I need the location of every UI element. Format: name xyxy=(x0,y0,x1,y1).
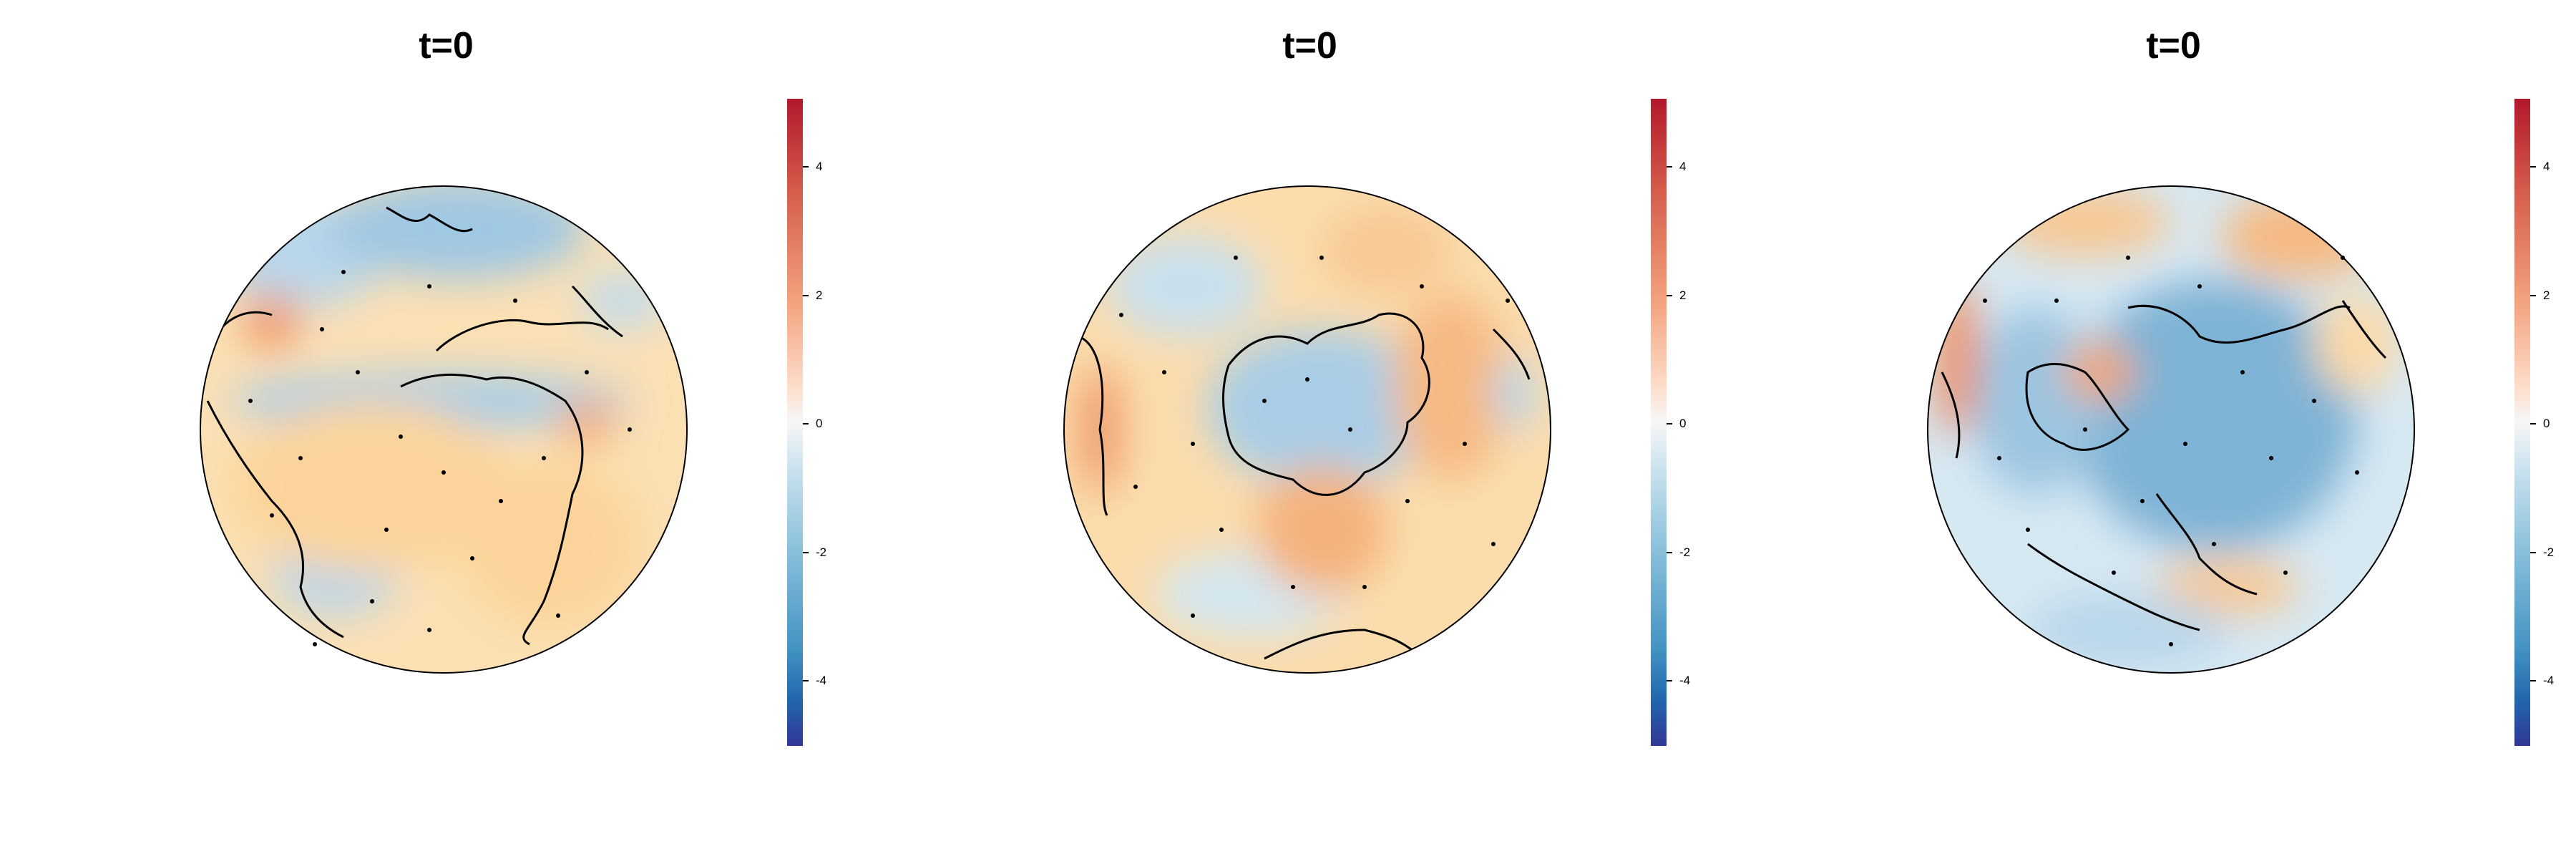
globe-outline xyxy=(1927,185,2415,674)
colorbar-tick-label: 2 xyxy=(2543,288,2550,302)
colorbar-tick xyxy=(1667,680,1672,681)
colorbar-tick-label: 0 xyxy=(1679,417,1687,430)
colorbar xyxy=(1651,99,1667,746)
panel-title: t=0 xyxy=(419,25,474,67)
colorbar-tick xyxy=(803,166,809,168)
colorbar-tick-label: 4 xyxy=(2543,160,2550,173)
colorbar-tick xyxy=(2530,166,2536,168)
colorbar-tick-label: -4 xyxy=(1679,674,1691,687)
colorbar-tick-label: -2 xyxy=(2543,545,2555,559)
colorbar-tick-label: -2 xyxy=(816,545,827,559)
colorbar-tick xyxy=(803,552,809,553)
station-dots xyxy=(248,270,632,646)
colorbar-tick xyxy=(2530,552,2536,553)
colorbar-tick-label: 0 xyxy=(2543,417,2550,430)
globe-map-atlantic xyxy=(200,185,688,674)
colorbar-tick-label: -4 xyxy=(2543,674,2555,687)
colorbar-tick-label: -2 xyxy=(1679,545,1691,559)
colorbar xyxy=(787,99,803,746)
colorbar-tick xyxy=(803,295,809,296)
globe-outline xyxy=(1063,185,1551,674)
colorbar-tick xyxy=(2530,295,2536,296)
coastlines xyxy=(1941,300,2387,631)
colorbar-tick-label: 4 xyxy=(1679,160,1687,173)
colorbar-tick xyxy=(2530,423,2536,424)
station-dots xyxy=(1983,256,2359,646)
map-panel-3: t=0 xyxy=(1727,0,2576,859)
colorbar-tick xyxy=(803,680,809,681)
colorbar-tick-label: 2 xyxy=(1679,288,1687,302)
map-panel-2: t=0 xyxy=(864,0,1722,859)
colorbar-tick-label: 2 xyxy=(816,288,823,302)
colorbar-tick xyxy=(1667,552,1672,553)
colorbar xyxy=(2514,99,2530,746)
map-panel-1: t=0 xyxy=(0,0,859,859)
colorbar-tick xyxy=(2530,680,2536,681)
colorbar-tick xyxy=(1667,166,1672,168)
colorbar-tick-label: 0 xyxy=(816,417,823,430)
panel-title: t=0 xyxy=(1282,25,1337,67)
panel-title: t=0 xyxy=(2146,25,2201,67)
colorbar-tick xyxy=(803,423,809,424)
colorbar-tick-label: -4 xyxy=(816,674,827,687)
station-dots xyxy=(1119,256,1510,618)
colorbar-tick xyxy=(1667,295,1672,296)
globe-outline xyxy=(200,185,688,674)
anomaly-field xyxy=(215,186,665,630)
globe-map-south-pole xyxy=(1063,185,1551,674)
colorbar-tick-label: 4 xyxy=(816,160,823,173)
coastlines xyxy=(206,206,623,646)
coastlines xyxy=(1078,312,1531,660)
globe-map-north-pole xyxy=(1927,185,2415,674)
colorbar-tick xyxy=(1667,423,1672,424)
anomaly-field xyxy=(1935,186,2400,666)
